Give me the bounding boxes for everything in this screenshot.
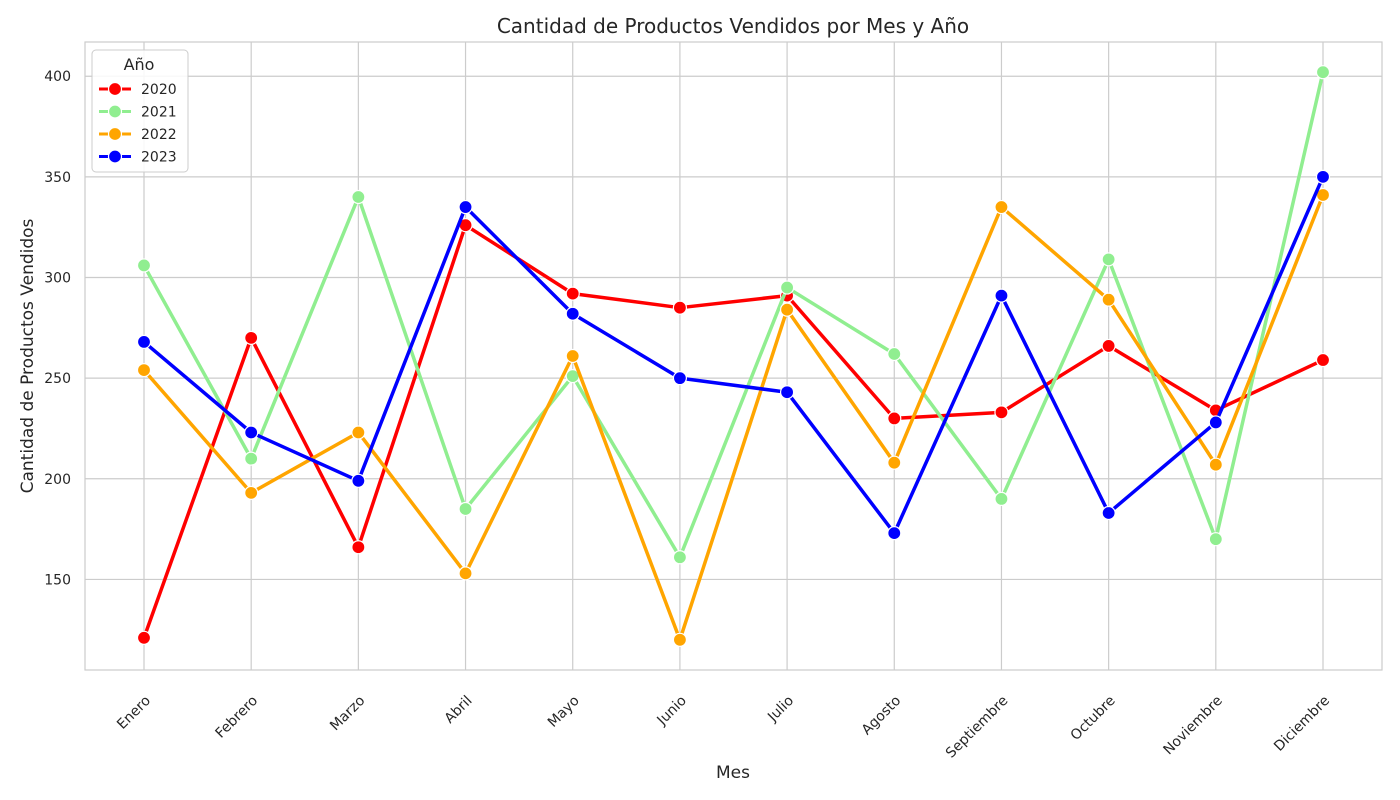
x-tick-label: Diciembre — [1271, 693, 1333, 755]
data-point — [1315, 169, 1331, 184]
series-2022 — [136, 187, 1331, 647]
data-point — [1315, 352, 1331, 368]
data-point — [458, 501, 473, 517]
data-point — [351, 540, 366, 555]
series-line — [142, 193, 1325, 642]
y-tick-label: 400 — [44, 69, 71, 85]
data-point — [1101, 338, 1116, 354]
legend: Año 2020 2021 2022 2023 — [91, 49, 189, 173]
x-tick-label: Agosto — [859, 693, 905, 739]
y-tick-label: 300 — [44, 271, 71, 287]
data-point — [1208, 532, 1223, 547]
data-point — [1101, 252, 1116, 267]
legend-label: 2023 — [141, 150, 177, 166]
data-point — [458, 199, 473, 215]
legend-swatch-marker — [107, 149, 123, 164]
data-point — [351, 189, 366, 205]
data-point — [1101, 292, 1116, 307]
chart-title: Cantidad de Productos Vendidos por Mes y… — [497, 14, 969, 38]
x-tick-label: Septiembre — [943, 693, 1012, 762]
x-axis-label: Mes — [716, 763, 750, 783]
data-point — [1101, 505, 1116, 521]
data-point — [565, 286, 580, 301]
data-point — [887, 526, 902, 541]
legend-title: Año — [124, 55, 155, 74]
series-2021 — [136, 65, 1331, 565]
data-point — [887, 346, 902, 362]
x-tick-label: Julio — [764, 693, 797, 726]
plot-area-frame — [84, 41, 1383, 671]
data-point — [994, 199, 1009, 215]
data-point — [136, 334, 152, 350]
data-point — [565, 348, 580, 364]
data-point — [244, 425, 259, 440]
legend-label: 2021 — [141, 105, 177, 121]
data-point — [779, 280, 795, 295]
data-point — [244, 451, 259, 466]
data-point — [244, 485, 259, 500]
y-axis-ticks: 150 200 250 300 350 400 — [44, 69, 71, 588]
data-point — [994, 405, 1009, 420]
series-2020 — [136, 218, 1331, 645]
data-point — [351, 425, 366, 440]
x-tick-label: Febrero — [212, 693, 261, 742]
data-point — [1315, 65, 1331, 80]
x-tick-label: Abril — [442, 693, 476, 727]
data-point — [994, 491, 1009, 507]
data-point — [994, 288, 1009, 303]
series-line — [142, 70, 1325, 560]
legend-swatch-marker — [107, 81, 123, 97]
data-point — [672, 550, 688, 565]
data-point — [351, 473, 366, 488]
legend-swatch-marker — [107, 126, 123, 142]
data-point — [887, 411, 902, 426]
data-point — [672, 300, 688, 315]
legend-box — [91, 49, 189, 173]
legend-label: 2020 — [141, 82, 177, 98]
data-point — [672, 371, 688, 386]
data-point — [136, 630, 152, 645]
data-point — [1208, 457, 1223, 472]
x-tick-label: Junio — [654, 693, 690, 729]
data-point — [779, 302, 795, 317]
data-point — [779, 385, 795, 400]
series-line — [142, 223, 1325, 640]
x-axis-ticks: Enero Febrero Marzo Abril Mayo Junio Julio Agos… — [114, 693, 1333, 762]
y-tick-label: 150 — [44, 572, 71, 588]
data-point — [136, 362, 152, 378]
series-layer — [136, 65, 1331, 647]
data-point — [565, 306, 580, 321]
x-tick-label: Noviembre — [1160, 693, 1225, 758]
data-point — [1208, 415, 1223, 430]
grid — [85, 42, 1382, 670]
x-tick-label: Octubre — [1068, 693, 1119, 744]
data-point — [672, 632, 688, 647]
data-point — [887, 455, 902, 470]
y-tick-label: 350 — [44, 170, 71, 186]
legend-entries: 2020 2021 2022 2023 — [99, 81, 177, 166]
data-point — [136, 258, 152, 273]
x-tick-label: Mayo — [545, 693, 583, 731]
series-2023 — [136, 169, 1331, 541]
legend-swatch-marker — [107, 104, 123, 119]
y-tick-label: 200 — [44, 472, 71, 488]
y-tick-label: 250 — [44, 371, 71, 387]
x-tick-label: Enero — [114, 693, 154, 733]
series-line — [142, 175, 1325, 535]
x-tick-label: Marzo — [327, 693, 368, 734]
legend-label: 2022 — [141, 127, 177, 143]
data-point — [244, 330, 259, 345]
data-point — [458, 566, 473, 581]
y-axis-label: Cantidad de Productos Vendidos — [18, 218, 38, 493]
